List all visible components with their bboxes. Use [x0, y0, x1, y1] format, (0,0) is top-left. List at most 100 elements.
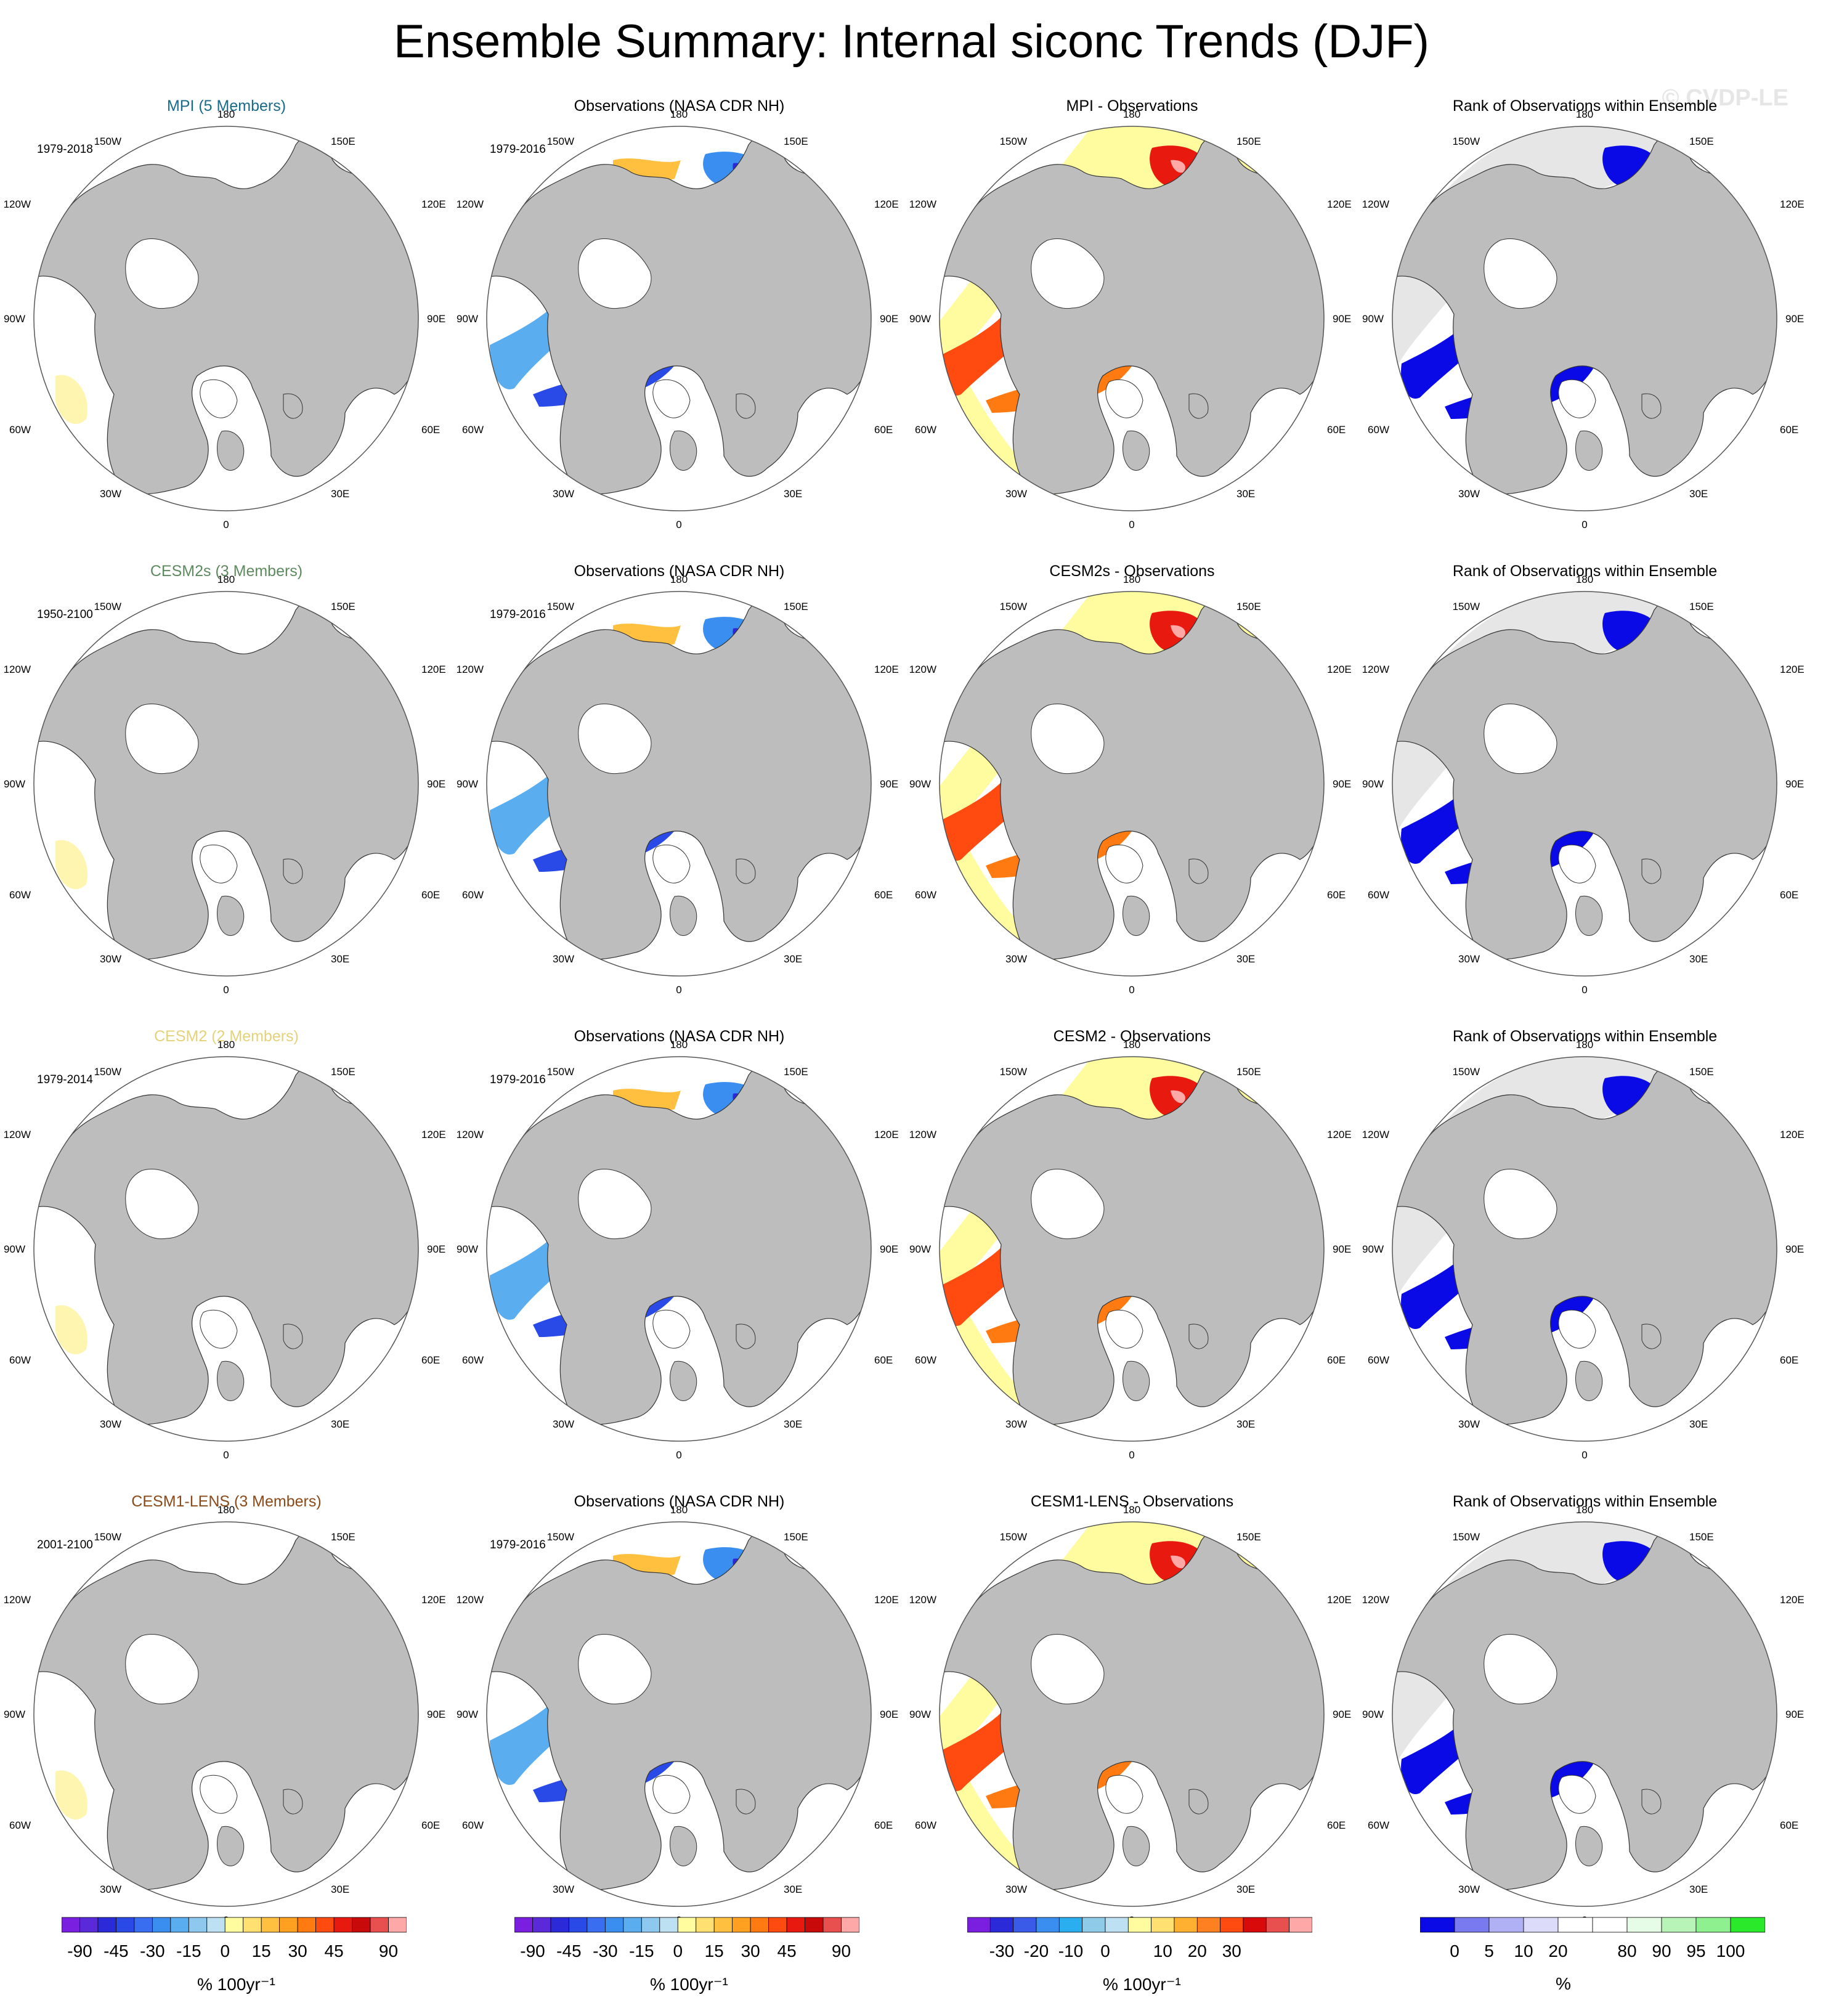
- lon-label-150w: 150W: [547, 1066, 574, 1078]
- lon-label-30w: 30W: [1005, 488, 1027, 500]
- colorbar-swatch: [152, 1917, 171, 1933]
- colorbar-tick-label: 0: [221, 1941, 230, 1961]
- lon-label-180: 180: [1123, 108, 1140, 120]
- model-trend-panel: 180150E120E90E60E30E030W60W90W120W150WCE…: [0, 1482, 453, 1946]
- lon-label-90w: 90W: [909, 1243, 931, 1255]
- map-boundary: [939, 1056, 1325, 1442]
- colorbar-tick-label: 45: [778, 1941, 797, 1961]
- lon-label-30e: 30E: [784, 1418, 802, 1430]
- colorbar-swatch: [641, 1917, 660, 1933]
- lon-label-30e: 30E: [331, 1884, 349, 1895]
- lon-label-60w: 60W: [462, 889, 484, 901]
- lon-label-30w: 30W: [100, 1884, 121, 1895]
- lon-label-150e: 150E: [331, 136, 355, 147]
- lon-label-60e: 60E: [874, 1819, 893, 1831]
- lon-label-60w: 60W: [1368, 1354, 1389, 1366]
- lon-label-90e: 90E: [1333, 313, 1351, 325]
- colorbar-swatch: [279, 1917, 298, 1933]
- colorbar-unit: % 100yr⁻¹: [650, 1975, 728, 1994]
- colorbar-swatch: [1127, 1917, 1152, 1933]
- lon-label-150w: 150W: [1000, 1531, 1027, 1543]
- model-trend-panel: 180 150E 120E 90E 60E 30E 0 30W 60W 90W 120W 150W MP…: [0, 86, 453, 551]
- lon-label-90w: 90W: [457, 1243, 478, 1255]
- lon-label-120e: 120E: [874, 1594, 899, 1606]
- lon-label-90w: 90W: [4, 778, 25, 790]
- colorbar-swatch: [62, 1917, 80, 1933]
- colorbar-tick-label: -15: [176, 1941, 201, 1961]
- panel-title: Rank of Observations within Ensemble: [1452, 563, 1718, 580]
- colorbar-tick-label: 10: [1514, 1941, 1533, 1961]
- map-boundary: [33, 1521, 419, 1907]
- lon-label-180: 180: [670, 108, 688, 120]
- difference-panel: 180 150E 120E 90E 60E 30E 0 30W 60W 90W 120W 150W CE…: [906, 1017, 1358, 1481]
- lon-label-0: 0: [1581, 984, 1587, 996]
- lon-label-60e: 60E: [421, 889, 440, 901]
- lon-label-30e: 30E: [1236, 488, 1255, 500]
- colorbar-swatch: [1488, 1917, 1524, 1933]
- colorbar-tick-label: 30: [288, 1941, 307, 1961]
- lon-label-90w: 90W: [4, 313, 25, 325]
- lon-label-180: 180: [1123, 1039, 1140, 1051]
- lon-label-90w: 90W: [1362, 1709, 1384, 1720]
- colorbar-swatch: [1695, 1917, 1731, 1933]
- map-boundary: [1392, 126, 1777, 511]
- panel-title: Observations (NASA CDR NH): [574, 1493, 785, 1510]
- lon-label-30w: 30W: [1005, 953, 1027, 965]
- lon-label-60w: 60W: [9, 424, 31, 436]
- lon-label-120w: 120W: [1362, 1129, 1389, 1140]
- lon-label-120w: 120W: [909, 664, 936, 675]
- obs-trend-panel: 180 150E 120E 90E 60E 30E 0 30W 60W 90W 120W 150W Ob…: [453, 551, 906, 1016]
- colorbar-tick-label: -30: [140, 1941, 164, 1961]
- lon-label-90w: 90W: [4, 1709, 25, 1720]
- colorbar-swatch: [333, 1917, 352, 1933]
- panel-title: Observations (NASA CDR NH): [574, 1028, 785, 1045]
- lon-label-30e: 30E: [331, 1418, 349, 1430]
- colorbar-swatch: [1105, 1917, 1129, 1933]
- colorbar-tick-label: 5: [1484, 1941, 1494, 1961]
- lon-label-180: 180: [1576, 1504, 1593, 1516]
- lon-label-150e: 150E: [1236, 136, 1261, 147]
- lon-label-90w: 90W: [909, 313, 931, 325]
- colorbar-swatch: [1420, 1917, 1455, 1933]
- lon-label-60e: 60E: [421, 424, 440, 436]
- lon-label-30w: 30W: [1458, 488, 1480, 500]
- lon-label-90e: 90E: [880, 313, 898, 325]
- lon-label-30e: 30E: [1236, 1884, 1255, 1895]
- colorbar-swatch: [713, 1917, 733, 1933]
- colorbar-tick-label: 10: [1153, 1941, 1172, 1961]
- colorbar-swatch: [696, 1917, 715, 1933]
- colorbar-swatch: [1557, 1917, 1593, 1933]
- lon-label-60w: 60W: [9, 1819, 31, 1831]
- lon-label-120e: 120E: [1327, 198, 1352, 210]
- lon-label-60e: 60E: [1780, 889, 1798, 901]
- lon-label-30w: 30W: [1005, 1884, 1027, 1895]
- lon-label-150w: 150W: [1453, 1531, 1480, 1543]
- lon-label-90e: 90E: [880, 1709, 898, 1720]
- colorbar-swatch: [206, 1917, 225, 1933]
- colorbar-swatch: [732, 1917, 751, 1933]
- colorbar-swatch: [1013, 1917, 1037, 1933]
- lon-label-30e: 30E: [1689, 1418, 1708, 1430]
- lon-label-60e: 60E: [874, 1354, 893, 1366]
- lon-label-150e: 150E: [1689, 136, 1714, 147]
- lon-label-0: 0: [676, 984, 681, 996]
- lon-label-30w: 30W: [553, 953, 574, 965]
- lon-label-150e: 150E: [784, 601, 808, 612]
- lon-label-150e: 150E: [1689, 601, 1714, 612]
- lon-label-30w: 30W: [100, 1418, 121, 1430]
- rank-panel: 180150E120E90E60E30E030W60W90W120W150WRa…: [1358, 1482, 1811, 1946]
- colorbar-tick-label: -20: [1024, 1941, 1049, 1961]
- lon-label-120e: 120E: [421, 1594, 446, 1606]
- lon-label-120e: 120E: [1780, 1129, 1805, 1140]
- lon-label-90e: 90E: [1785, 1709, 1804, 1720]
- lon-label-60w: 60W: [9, 1354, 31, 1366]
- lon-label-60e: 60E: [1780, 1354, 1798, 1366]
- colorbar-swatch: [1289, 1917, 1312, 1933]
- lon-label-60w: 60W: [915, 1819, 936, 1831]
- lon-label-30e: 30E: [1689, 488, 1708, 500]
- period-label: 1979-2016: [490, 1073, 546, 1086]
- colorbar-tick-label: 20: [1548, 1941, 1567, 1961]
- map-boundary: [486, 591, 872, 977]
